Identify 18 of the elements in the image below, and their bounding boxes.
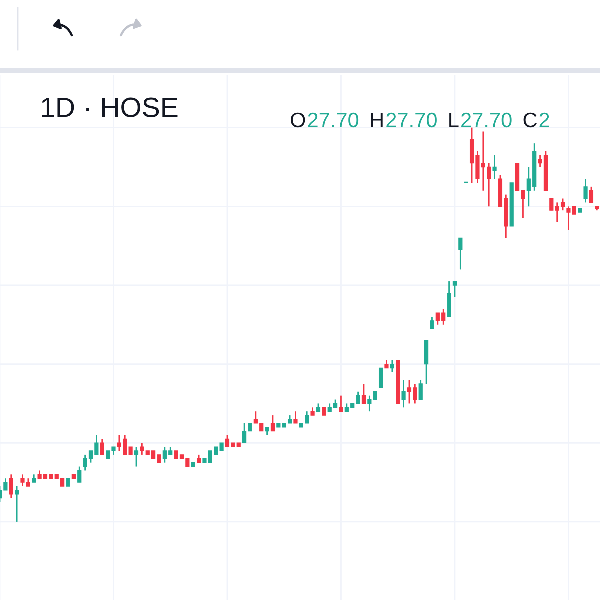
candlestick bbox=[373, 392, 378, 400]
candlestick bbox=[322, 407, 326, 416]
candlestick bbox=[276, 422, 281, 428]
candlestick bbox=[396, 360, 400, 404]
candlestick bbox=[550, 198, 554, 212]
text: O27.70 bbox=[290, 112, 359, 128]
text: C2 bbox=[524, 112, 550, 128]
candlestick bbox=[236, 442, 241, 448]
candlestick bbox=[510, 182, 514, 227]
candlestick bbox=[191, 462, 196, 468]
candlestick bbox=[578, 208, 582, 214]
candlestick bbox=[378, 368, 384, 388]
candlestick bbox=[66, 478, 70, 487]
text: H27.70 bbox=[371, 112, 437, 128]
candlestick bbox=[72, 474, 76, 479]
text: L27.70 bbox=[450, 112, 512, 128]
candlestick bbox=[128, 446, 133, 456]
chart-title: 1D · HOSE bbox=[42, 98, 178, 118]
